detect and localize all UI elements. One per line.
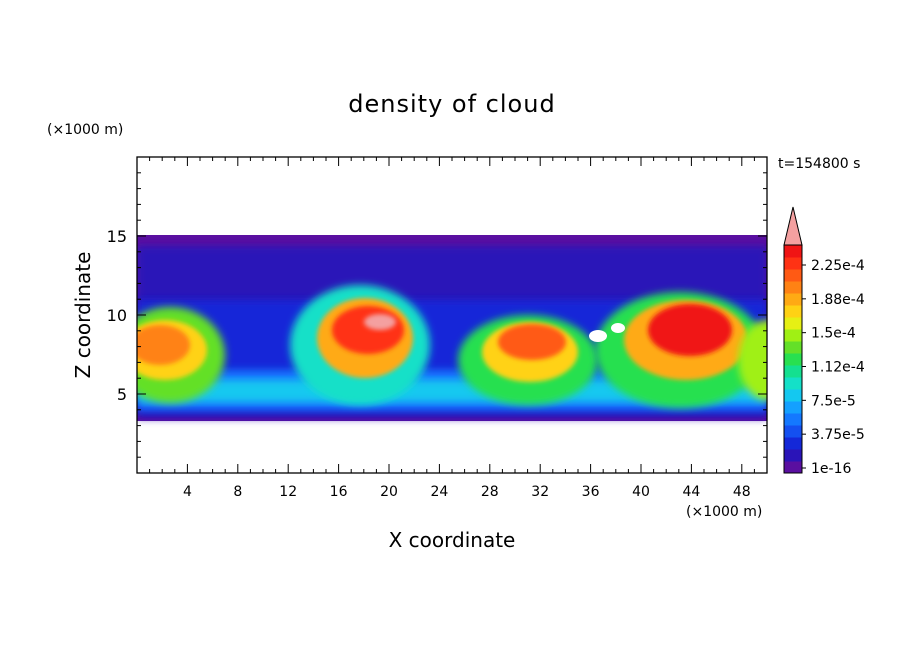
x-axis-ticks: 4 8 12 16 20 24 28 32 36 40 44 48 bbox=[149, 157, 755, 500]
cell-4-core bbox=[648, 304, 732, 356]
colorbar-swatch bbox=[784, 425, 802, 438]
x-tick-label: 16 bbox=[330, 484, 348, 500]
cell-2-core bbox=[332, 306, 404, 354]
colorbar-swatch bbox=[784, 341, 802, 354]
colorbar-swatch bbox=[784, 413, 802, 426]
y-unit-label: (×1000 m) bbox=[47, 122, 123, 138]
x-unit-label: (×1000 m) bbox=[686, 504, 762, 520]
cell-2-peak bbox=[364, 314, 396, 330]
colorbar-label: 1.88e-4 bbox=[811, 292, 865, 308]
y-tick-label: 5 bbox=[117, 385, 127, 404]
cell-3-core bbox=[498, 324, 566, 360]
x-tick-label: 8 bbox=[233, 484, 242, 500]
x-tick-label: 44 bbox=[682, 484, 700, 500]
x-tick-label: 32 bbox=[531, 484, 549, 500]
colorbar-swatch bbox=[784, 389, 802, 402]
cloud-density-field bbox=[137, 235, 767, 421]
y-axis-title: Z coordinate bbox=[71, 252, 95, 379]
field-lower-cyan bbox=[137, 380, 767, 402]
colorbar-label: 7.5e-5 bbox=[811, 393, 856, 409]
colorbar-swatch bbox=[784, 461, 802, 474]
colorbar-label: 2.25e-4 bbox=[811, 258, 865, 274]
y-axis-ticks: 5 10 15 bbox=[107, 172, 767, 458]
colorbar-swatch bbox=[784, 245, 802, 258]
x-tick-label: 36 bbox=[582, 484, 600, 500]
x-tick-label: 24 bbox=[430, 484, 448, 500]
colorbar-swatch bbox=[784, 305, 802, 318]
y-tick-label: 15 bbox=[107, 227, 127, 246]
colorbar-swatch bbox=[784, 401, 802, 414]
colorbar-swatch bbox=[784, 269, 802, 282]
colorbar-swatch bbox=[784, 329, 802, 342]
colorbar-swatch bbox=[784, 365, 802, 378]
colorbar-swatch bbox=[784, 281, 802, 294]
colorbar-swatch bbox=[784, 317, 802, 330]
colorbar-frame bbox=[783, 244, 803, 474]
colorbar-label: 3.75e-5 bbox=[811, 427, 865, 443]
x-tick-label: 48 bbox=[733, 484, 751, 500]
cell-1-core bbox=[137, 325, 190, 365]
colorbar-label: 1.12e-4 bbox=[811, 360, 865, 376]
colorbar-swatch bbox=[784, 437, 802, 450]
colorbar-swatch bbox=[784, 377, 802, 390]
time-label: t=154800 s bbox=[778, 156, 860, 172]
colorbar-label: 1e-16 bbox=[811, 461, 851, 477]
colorbar-swatch bbox=[784, 353, 802, 366]
clear-gap-2 bbox=[611, 323, 625, 333]
x-tick-label: 40 bbox=[632, 484, 650, 500]
x-tick-label: 4 bbox=[183, 484, 192, 500]
cell-5-outer bbox=[738, 320, 767, 400]
colorbar-swatch bbox=[784, 449, 802, 462]
colorbar-swatch bbox=[784, 257, 802, 270]
x-axis-title: X coordinate bbox=[389, 528, 516, 552]
y-tick-label: 10 bbox=[107, 306, 127, 325]
x-tick-label: 28 bbox=[481, 484, 499, 500]
colorbar: 2.25e-4 1.88e-4 1.5e-4 1.12e-4 7.5e-5 3.75e-5… bbox=[783, 206, 865, 477]
clear-gap-1 bbox=[589, 330, 607, 342]
chart-title: density of cloud bbox=[348, 90, 555, 118]
x-tick-label: 20 bbox=[380, 484, 398, 500]
colorbar-swatch bbox=[784, 293, 802, 306]
colorbar-label: 1.5e-4 bbox=[811, 326, 856, 342]
colorbar-over-triangle bbox=[783, 206, 803, 246]
x-tick-label: 12 bbox=[279, 484, 297, 500]
